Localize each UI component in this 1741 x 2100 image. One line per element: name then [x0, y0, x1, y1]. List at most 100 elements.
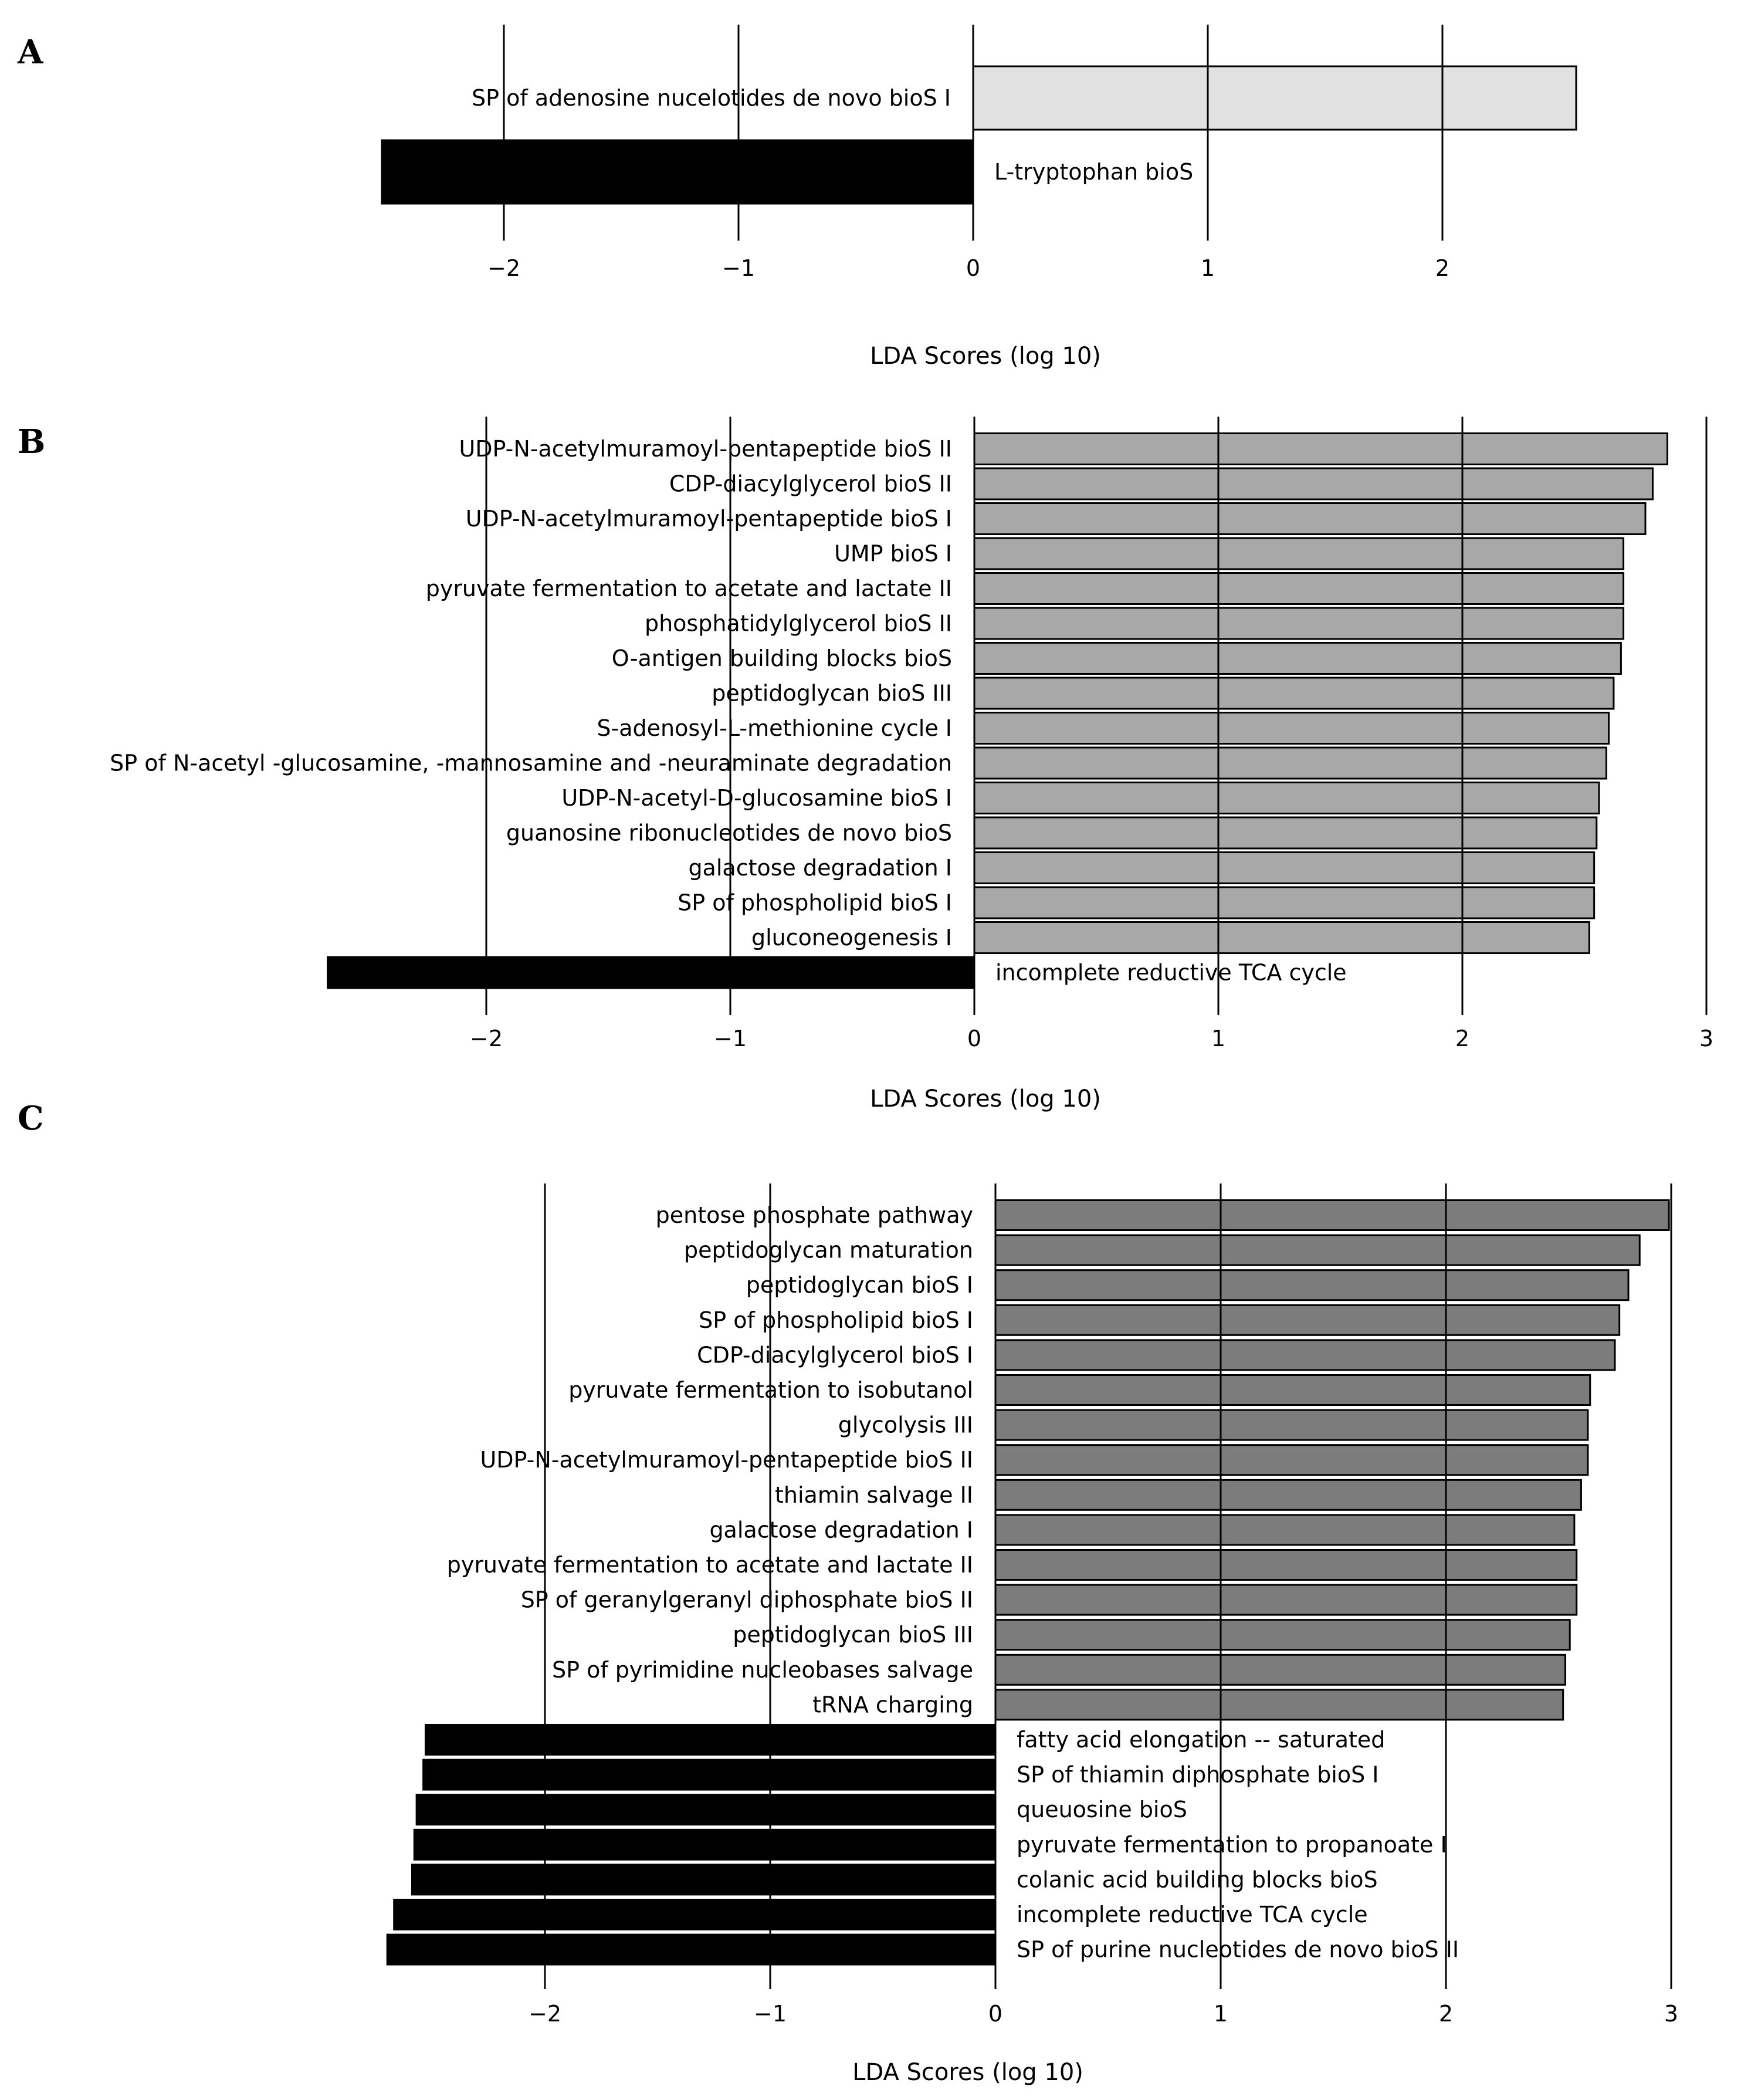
- bar-positive: [994, 1479, 1582, 1511]
- bar-positive: [994, 1304, 1621, 1336]
- bar-positive: [972, 65, 1577, 131]
- bar-label: incomplete reductive TCA cycle: [995, 960, 1347, 986]
- tick-label: 1: [1201, 255, 1215, 281]
- bar-label: SP of pyrimidine nucleobases salvage: [552, 1657, 973, 1683]
- bar-label: peptidoglycan maturation: [684, 1237, 973, 1263]
- bar-positive: [994, 1269, 1630, 1301]
- bar-positive: [973, 886, 1596, 919]
- bar-label: pyruvate fermentation to propanoate I: [1017, 1832, 1447, 1858]
- bar-positive: [994, 1549, 1578, 1581]
- gridlines: [503, 25, 1444, 241]
- bar-label: SP of N-acetyl -glucosamine, -mannosamin…: [110, 750, 952, 776]
- panel-letter-a: A: [17, 33, 44, 72]
- bar-label: gluconeogenesis I: [751, 925, 952, 951]
- bar-positive: [994, 1339, 1616, 1371]
- bar-label: peptidoglycan bioS III: [712, 681, 952, 706]
- bar-negative: [422, 1759, 997, 1791]
- tick-label: 3: [1664, 2001, 1678, 2027]
- bar-label: UDP-N-acetylmuramoyl-pentapeptide bioS I…: [480, 1447, 973, 1473]
- panel-a-axis-title: LDA Scores (log 10): [870, 343, 1101, 370]
- bars: [381, 65, 1577, 205]
- bar-label: phosphatidylglycerol bioS II: [645, 611, 952, 637]
- tick-label: −2: [487, 255, 520, 281]
- bar-label: tRNA charging: [812, 1692, 973, 1717]
- x-axis-ticks: −2 −1 0 1 2 3: [529, 2001, 1678, 2027]
- bar-label: L-tryptophan bioS: [994, 159, 1193, 185]
- bar-label: SP of thiamin diphosphate bioS I: [1017, 1762, 1379, 1788]
- bar-positive: [973, 677, 1615, 710]
- x-axis-ticks: −2 −1 0 1 2: [487, 255, 1449, 281]
- bar-negative: [327, 956, 975, 989]
- gridlines: [485, 417, 1708, 1015]
- bar-negative: [415, 1794, 997, 1826]
- tick-label: 0: [967, 1026, 981, 1051]
- bar-negative: [413, 1828, 997, 1861]
- bar-label: UDP-N-acetylmuramoyl-pentapeptide bioS I…: [459, 436, 952, 462]
- bar-label: pyruvate fermentation to acetate and lac…: [426, 576, 952, 601]
- bar-label: galactose degradation I: [709, 1517, 973, 1543]
- bar-positive: [994, 1619, 1571, 1651]
- tick-label: −2: [529, 2001, 561, 2027]
- bar-positive: [973, 467, 1654, 501]
- tick-label: 3: [1699, 1026, 1713, 1051]
- panel-c-axis-title: LDA Scores (log 10): [852, 2059, 1083, 2086]
- panel-b-axis-title: LDA Scores (log 10): [870, 1085, 1101, 1112]
- panel-a-chart: SP of adenosine nucelotides de novo bioS…: [381, 25, 1577, 281]
- bar-positive: [994, 1653, 1567, 1686]
- bar-positive: [973, 782, 1600, 814]
- tick-label: 0: [966, 255, 980, 281]
- bar-positive: [973, 746, 1607, 780]
- bar-label: glycolysis III: [838, 1412, 973, 1438]
- bar-label: UDP-N-acetylmuramoyl-pentapeptide bioS I: [466, 506, 952, 532]
- bar-positive: [994, 1584, 1578, 1616]
- x-axis-ticks: −2 −1 0 1 2 3: [470, 1026, 1713, 1051]
- panel-b-chart: UDP-N-acetylmuramoyl-pentapeptide bioS I…: [110, 417, 1713, 1051]
- panel-c-chart: pentose phosphate pathway peptidoglycan m…: [386, 1183, 1678, 2027]
- bar-negative: [411, 1864, 997, 1896]
- tick-label: −1: [754, 2001, 787, 2027]
- bar-label: SP of purine nucleotides de novo bioS II: [1017, 1937, 1459, 1963]
- bar-label: guanosine ribonucleotides de novo bioS: [506, 820, 952, 846]
- bar-negative: [424, 1724, 997, 1756]
- bar-positive: [994, 1234, 1641, 1266]
- bar-label: O-antigen building blocks bioS: [612, 645, 952, 671]
- bar-positive: [973, 607, 1625, 640]
- bar-label: thiamin salvage II: [775, 1482, 973, 1508]
- bar-label: pyruvate fermentation to isobutanol: [568, 1377, 973, 1403]
- bar-label: SP of adenosine nucelotides de novo bioS…: [472, 85, 951, 111]
- bar-label: SP of phospholipid bioS I: [678, 890, 952, 916]
- bar-positive: [973, 816, 1598, 850]
- bar-positive: [973, 851, 1596, 884]
- bar-label: pentose phosphate pathway: [656, 1202, 973, 1228]
- bar-label: galactose degradation I: [688, 855, 952, 881]
- bar-label: colanic acid building blocks bioS: [1017, 1866, 1378, 1892]
- bar-negative: [386, 1933, 997, 1966]
- panel-letter-b: B: [18, 422, 45, 461]
- bar-labels: UDP-N-acetylmuramoyl-pentapeptide bioS I…: [110, 436, 1347, 986]
- bar-label: pyruvate fermentation to acetate and lac…: [447, 1552, 973, 1578]
- bar-positive: [973, 712, 1610, 745]
- bar-negative: [393, 1899, 997, 1930]
- bar-positive: [994, 1444, 1589, 1476]
- tick-label: 1: [1214, 2001, 1228, 2027]
- bar-label: fatty acid elongation -- saturated: [1017, 1727, 1385, 1753]
- bar-negative: [381, 139, 974, 205]
- tick-label: 2: [1435, 255, 1449, 281]
- bar-label: queuosine bioS: [1017, 1797, 1187, 1822]
- bar-label: CDP-diacylglycerol bioS II: [669, 471, 952, 497]
- tick-label: 0: [988, 2001, 1002, 2027]
- bars: [386, 1199, 1670, 1966]
- bar-label: S-adenosyl-L-methionine cycle I: [597, 715, 952, 741]
- bar-label: SP of phospholipid bioS I: [699, 1307, 973, 1333]
- tick-label: 2: [1455, 1026, 1469, 1051]
- bar-positive: [994, 1409, 1589, 1441]
- tick-label: 1: [1211, 1026, 1225, 1051]
- bar-label: SP of geranylgeranyl diphosphate bioS II: [521, 1587, 973, 1613]
- panel-letter-c: C: [18, 1099, 44, 1138]
- bar-label: CDP-diacylglycerol bioS I: [697, 1342, 973, 1368]
- tick-label: −1: [714, 1026, 747, 1051]
- tick-label: 2: [1439, 2001, 1453, 2027]
- bar-positive: [994, 1199, 1670, 1231]
- tick-label: −2: [470, 1026, 503, 1051]
